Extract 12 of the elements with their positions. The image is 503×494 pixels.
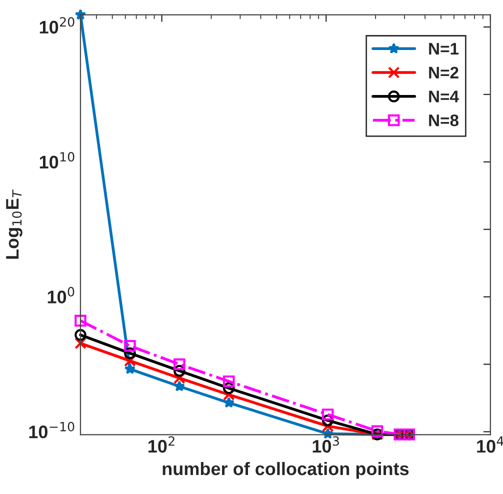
y-tick-label: 10$^{10}$	[40, 152, 74, 168]
x-axis-title: number of collocation points	[162, 462, 409, 479]
y-tick-label: 10$^{0}$	[48, 286, 74, 304]
x-tick-label: 10$^{2}$	[148, 436, 174, 453]
x-tick-label: 10$^{3}$	[312, 436, 339, 453]
legend-label: N=2	[429, 66, 458, 78]
legend-label: N=4	[429, 90, 459, 102]
y-tick-label: 10$^{20}$	[40, 17, 74, 34]
y-tick-label: 10$^{−10}$	[29, 422, 74, 438]
y-axis-title: Log$_{10}$E$_{T}$	[6, 189, 22, 259]
legend-label: N=8	[429, 114, 459, 126]
legend-label: N=1	[429, 43, 459, 54]
